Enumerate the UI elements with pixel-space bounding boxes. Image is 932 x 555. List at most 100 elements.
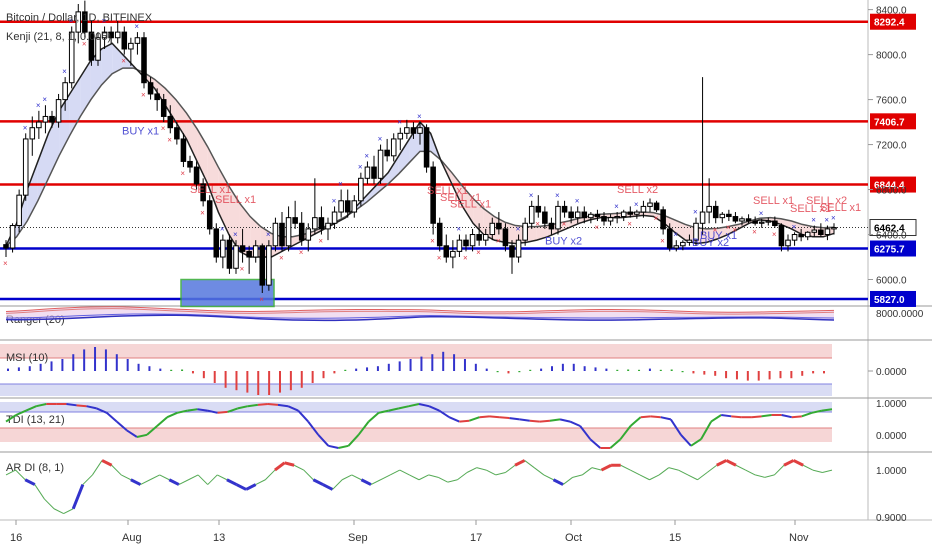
buy-marker: ×: [555, 191, 560, 200]
tdi-segment: [529, 419, 540, 423]
ardi-segment: [178, 479, 189, 486]
candle-body: [68, 31, 75, 84]
level-tag-label: 6844.4: [874, 181, 905, 192]
ardi-segment: [303, 469, 314, 481]
ardi-segment: [716, 459, 728, 467]
ardi-panel[interactable]: AR DI (8, 1): [5, 459, 833, 515]
candle-body: [3, 244, 9, 249]
price-tick-label: 8000.0: [876, 51, 907, 62]
candle-body: [601, 216, 607, 222]
kenji-cloud-segment: [717, 226, 728, 240]
candle-body: [489, 222, 496, 236]
tdi-segment: [418, 403, 430, 408]
tdi-segment: [509, 417, 520, 421]
ardi-segment: [505, 464, 516, 473]
ardi-segment: [217, 474, 228, 481]
candle-body: [502, 228, 509, 247]
ardi-segment: [149, 474, 160, 481]
candle-body: [594, 213, 601, 218]
sell-marker: ×: [476, 248, 481, 257]
tdi-segment: [15, 409, 27, 416]
sell-marker: ×: [752, 228, 757, 237]
tdi-segment: [791, 415, 802, 419]
candle-body: [666, 228, 673, 249]
tdi-segment: [398, 405, 410, 410]
tdi-segment: [187, 408, 198, 412]
tdi-segment: [629, 416, 642, 427]
signal-label-sell: SELL x1: [190, 184, 231, 196]
price-tick-label: 6800.0: [876, 186, 907, 197]
ardi-segment: [341, 474, 352, 481]
ardi-segment: [207, 474, 218, 485]
tdi-segment: [247, 403, 258, 408]
msi-upper-zone: [0, 344, 832, 358]
tdi-segment: [559, 418, 571, 423]
tdi-segment: [680, 434, 692, 447]
msi-lower-zone: [0, 384, 832, 396]
candle-body: [55, 99, 62, 123]
kenji-cloud-segment: [780, 218, 792, 229]
price-tick-label: 6000.0: [876, 276, 907, 287]
level-tag-label: 5827.0: [874, 295, 905, 306]
candle-body: [614, 216, 620, 219]
signal-label-sell: SELL x2: [617, 184, 658, 196]
candle-body: [476, 234, 482, 241]
last-price-tag: [869, 219, 917, 237]
ardi-segment: [572, 474, 583, 478]
candle-body: [482, 234, 489, 241]
candle-body: [147, 82, 154, 95]
candle-body: [456, 239, 463, 252]
candle-body: [279, 222, 285, 247]
tdi-segment: [347, 434, 360, 447]
tdi-segment: [811, 409, 823, 414]
signal-label-sell: SELL x1: [440, 192, 481, 204]
signal-label-buy: BUY x2: [545, 236, 582, 248]
candle-body: [752, 220, 758, 224]
candle-body: [522, 222, 528, 241]
kenji-cloud-segment: [154, 79, 166, 106]
last-price-label: 6462.4: [874, 224, 905, 235]
candle-body: [174, 127, 180, 140]
buy-marker: ×: [134, 22, 139, 31]
price-panel[interactable]: 8292.47406.76844.46275.75827.06462.4××××…: [0, 0, 917, 308]
sell-marker: ×: [240, 265, 245, 274]
ardi-segment: [792, 459, 804, 467]
ardi-segment: [159, 474, 170, 481]
ardi-segment: [197, 474, 209, 485]
ranger-panel[interactable]: Ranger (20): [5, 306, 835, 326]
tdi-segment: [76, 404, 87, 408]
sell-marker: ×: [82, 40, 87, 49]
buy-marker: ×: [23, 123, 28, 132]
tdi-panel[interactable]: TDI (13, 21): [0, 402, 833, 449]
buy-marker: ×: [364, 151, 369, 160]
buy-marker: ×: [792, 222, 797, 231]
level-tag-label: 7406.7: [874, 117, 905, 128]
sell-marker: ×: [437, 253, 442, 262]
candle-body: [712, 205, 719, 219]
tdi-segment: [469, 416, 480, 422]
buy-marker: ×: [575, 196, 580, 205]
candle-body: [128, 42, 134, 50]
tdi-segment: [609, 438, 622, 449]
tdi-segment: [479, 415, 490, 419]
ardi-segment: [274, 461, 286, 472]
msi-panel[interactable]: MSI (10): [0, 344, 832, 396]
candle-body: [404, 127, 410, 134]
candle-body: [95, 37, 101, 61]
sell-marker: ×: [161, 124, 166, 133]
tdi-segment: [690, 438, 702, 447]
time-tick-label: Aug: [122, 532, 142, 544]
ardi-segment: [591, 467, 602, 471]
ardi-segment: [735, 464, 746, 471]
level-tag-resistance: [870, 176, 916, 193]
tdi-segment: [237, 405, 248, 410]
tdi-segment: [277, 403, 289, 408]
candle-body: [114, 31, 121, 39]
buy-marker: ×: [831, 213, 836, 222]
tdi-tick-label-high: 1.0000: [876, 399, 907, 410]
candle-body: [246, 250, 252, 258]
support-box: [180, 278, 275, 308]
level-tag-support: [870, 240, 916, 257]
